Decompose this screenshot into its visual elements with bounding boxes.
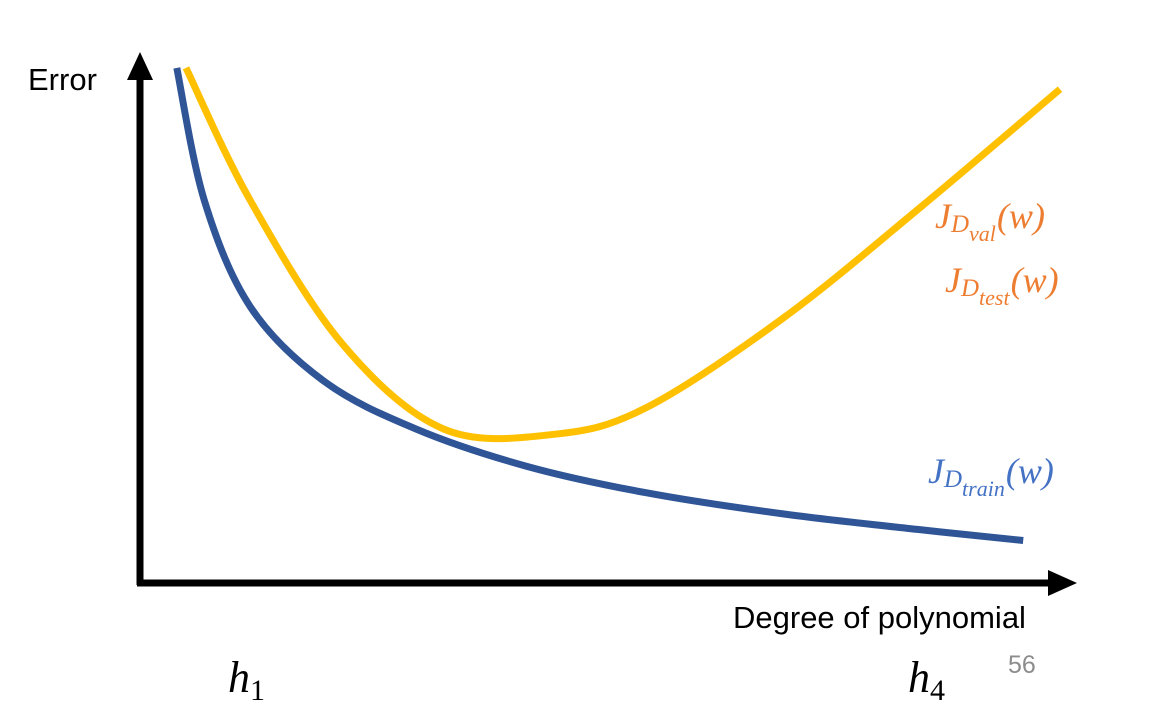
- x-axis-label: Degree of polynomial: [733, 600, 1026, 635]
- series-layer: [173, 66, 1063, 544]
- series-label-train: JDtrain(w): [928, 451, 1054, 501]
- series-line-train: [173, 67, 1024, 544]
- x-tick-label-h4: h4: [908, 653, 945, 707]
- x-tick-label-h1: h1: [228, 653, 265, 707]
- y-axis-arrowhead: [127, 52, 153, 80]
- x-axis-arrowhead: [1048, 570, 1077, 596]
- series-label-test: JDtest(w): [945, 260, 1059, 310]
- series-label-val: JDval(w): [935, 196, 1045, 246]
- page-number: 56: [1008, 651, 1036, 679]
- y-axis-label: Error: [28, 62, 97, 97]
- series-line-val-test: [182, 66, 1063, 443]
